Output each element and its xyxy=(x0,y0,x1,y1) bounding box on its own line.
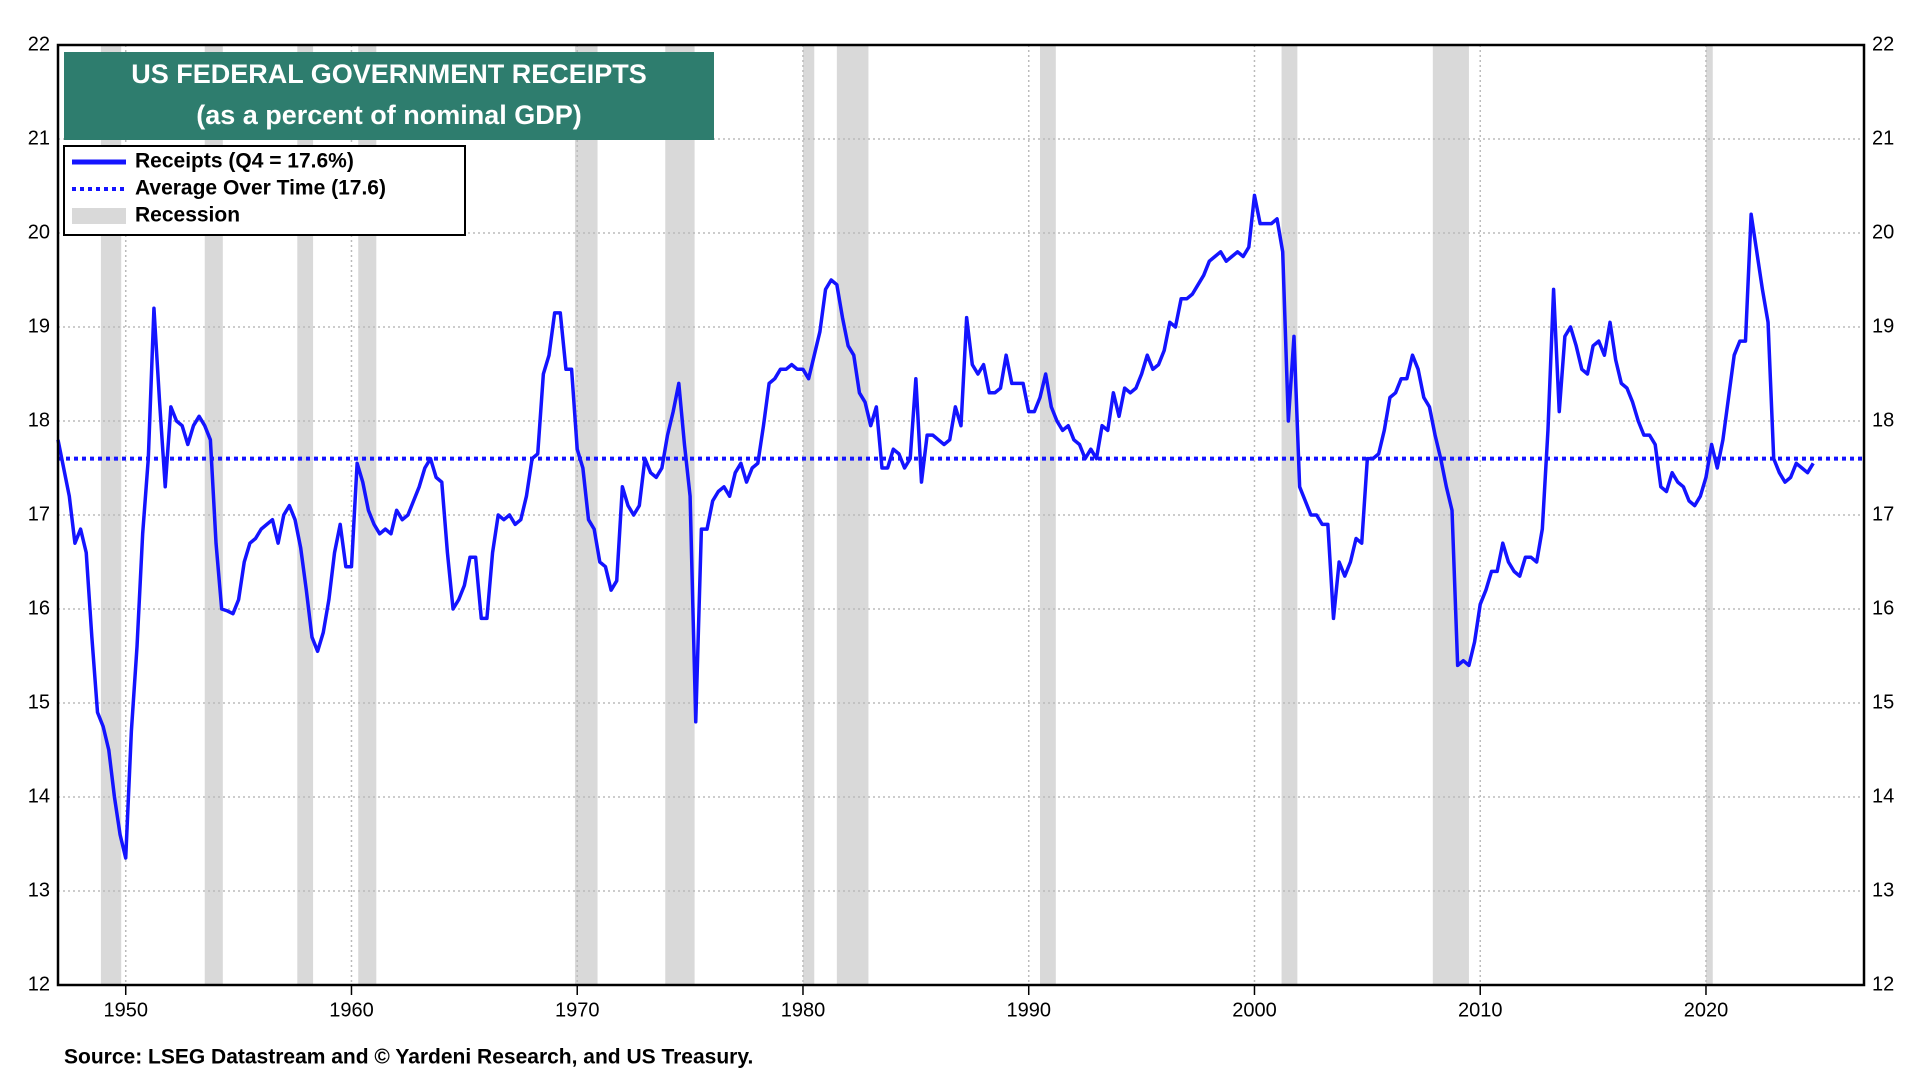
recession-band xyxy=(100,45,122,985)
y-tick-label: 19 xyxy=(1872,315,1894,337)
y-tick-label: 21 xyxy=(28,127,50,149)
y-tick-label: 12 xyxy=(1872,973,1894,995)
y-tick-label: 19 xyxy=(28,315,50,337)
legend-label: Receipts (Q4 = 17.6%) xyxy=(135,150,354,173)
y-tick-label: 14 xyxy=(28,785,50,807)
x-tick-label: 1950 xyxy=(103,999,148,1021)
y-tick-label: 22 xyxy=(1872,33,1894,55)
source-note: Source: LSEG Datastream and © Yardeni Re… xyxy=(64,1046,753,1069)
x-tick-label: 2010 xyxy=(1458,999,1503,1021)
y-tick-label: 18 xyxy=(28,409,50,431)
y-tick-label: 13 xyxy=(1872,879,1894,901)
y-tick-label: 14 xyxy=(1872,785,1894,807)
chart-subtitle: (as a percent of nominal GDP) xyxy=(196,100,582,130)
x-tick-label: 1960 xyxy=(329,999,374,1021)
title-box xyxy=(64,52,714,140)
legend-box xyxy=(63,145,466,236)
y-tick-label: 16 xyxy=(28,597,50,619)
legend-label: Recession xyxy=(135,204,240,227)
y-tick-label: 17 xyxy=(1872,503,1894,525)
x-tick-label: 1980 xyxy=(781,999,826,1021)
y-tick-label: 16 xyxy=(1872,597,1894,619)
x-tick-label: 1970 xyxy=(555,999,600,1021)
y-tick-label: 12 xyxy=(28,973,50,995)
recession-band xyxy=(358,45,377,985)
plot-frame xyxy=(56,43,1866,987)
chart-title: US FEDERAL GOVERNMENT RECEIPTS xyxy=(131,59,647,89)
y-tick-label: 22 xyxy=(28,33,50,55)
x-tick-label: 1990 xyxy=(1006,999,1051,1021)
recession-band xyxy=(1040,45,1056,985)
y-tick-label: 21 xyxy=(1872,127,1894,149)
legend-swatch xyxy=(72,208,126,224)
y-tick-label: 20 xyxy=(1872,221,1894,243)
x-tick-label: 2020 xyxy=(1684,999,1729,1021)
y-tick-label: 20 xyxy=(28,221,50,243)
legend-label: Average Over Time (17.6) xyxy=(135,177,386,200)
data-line xyxy=(56,193,1815,860)
recession-band xyxy=(297,45,314,985)
y-tick-label: 18 xyxy=(1872,409,1894,431)
y-tick-label: 17 xyxy=(28,503,50,525)
y-tick-label: 15 xyxy=(1872,691,1894,713)
x-tick-label: 2000 xyxy=(1232,999,1277,1021)
y-tick-label: 13 xyxy=(28,879,50,901)
y-tick-label: 15 xyxy=(28,691,50,713)
